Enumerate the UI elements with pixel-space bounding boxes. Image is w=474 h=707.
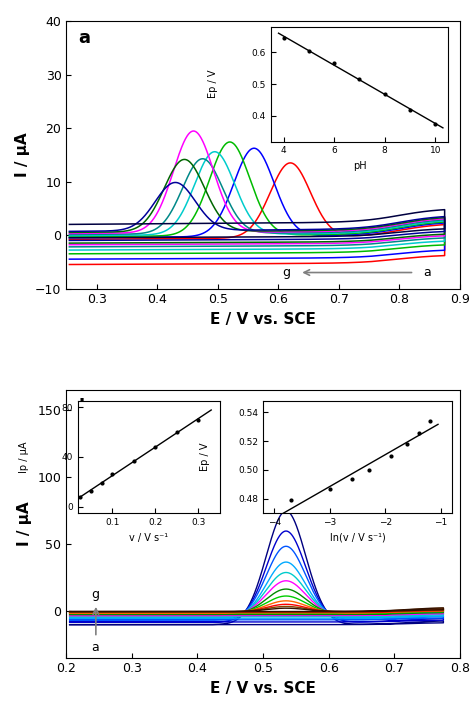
Text: a: a [78, 29, 90, 47]
Text: a: a [423, 266, 431, 279]
Y-axis label: I / μA: I / μA [15, 133, 29, 177]
X-axis label: E / V vs. SCE: E / V vs. SCE [210, 312, 316, 327]
X-axis label: E / V vs. SCE: E / V vs. SCE [210, 681, 316, 696]
Text: g: g [91, 588, 99, 602]
Y-axis label: I / μA: I / μA [17, 501, 32, 546]
Text: g: g [283, 266, 290, 279]
Text: b: b [78, 398, 91, 416]
Text: a: a [91, 641, 99, 655]
